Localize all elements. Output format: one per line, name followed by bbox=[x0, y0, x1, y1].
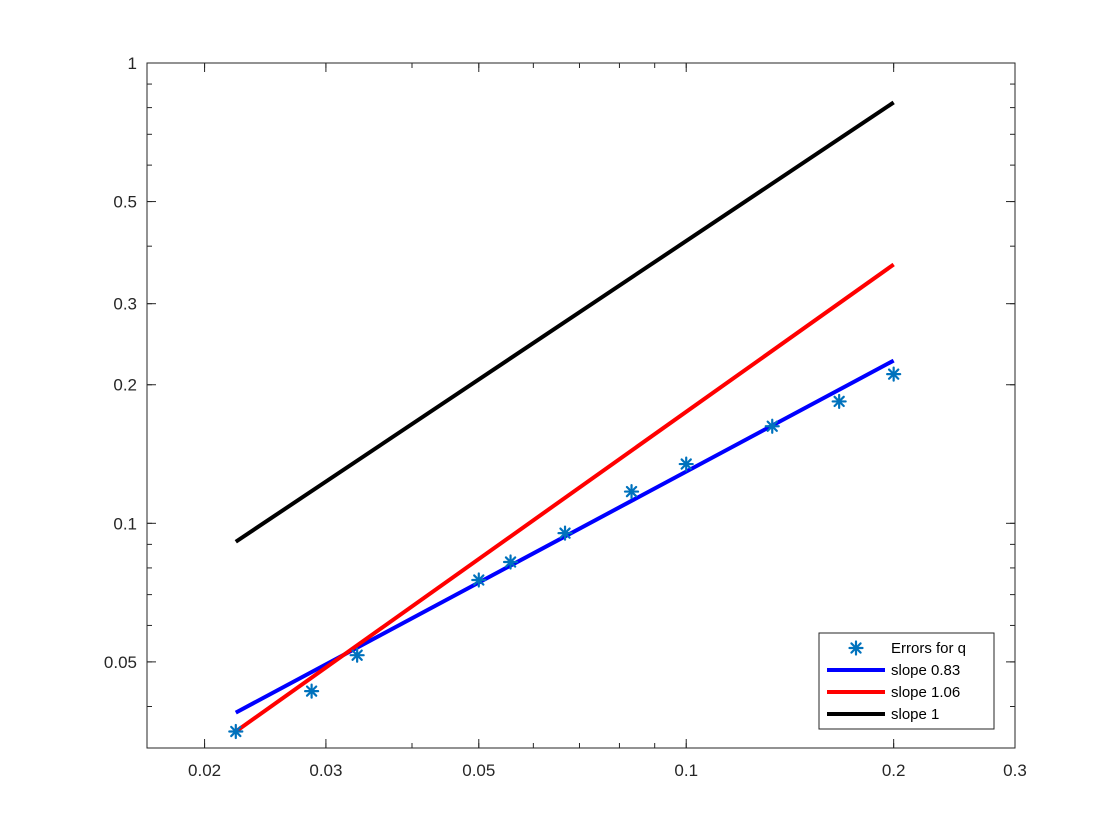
x-tick-label: 0.02 bbox=[188, 761, 221, 780]
data-point-stroke bbox=[887, 368, 900, 380]
data-point bbox=[349, 647, 365, 663]
data-point-stroke bbox=[833, 395, 845, 408]
x-tick-label: 0.1 bbox=[674, 761, 698, 780]
data-point-stroke bbox=[504, 556, 517, 568]
data-point bbox=[502, 554, 519, 570]
data-point bbox=[764, 418, 780, 434]
data-point-stroke bbox=[473, 574, 485, 586]
data-point-stroke bbox=[230, 725, 242, 738]
series-line-3 bbox=[234, 100, 895, 544]
y-tick-label: 0.5 bbox=[113, 193, 137, 212]
data-point-stroke bbox=[305, 685, 318, 697]
axis-ticks bbox=[147, 62, 1016, 748]
x-tick-label: 0.3 bbox=[1003, 761, 1027, 780]
legend-label-0: Errors for q bbox=[891, 640, 966, 657]
y-tick-label: 0.1 bbox=[113, 514, 137, 533]
data-point bbox=[557, 525, 573, 541]
data-point-stroke bbox=[625, 485, 638, 498]
plot-markers bbox=[228, 366, 902, 740]
y-tick-label: 0.3 bbox=[113, 295, 137, 314]
axis-tick-labels: 0.02 0.03 0.05 0.1 0.2 0.3 0.05 0.1 0.2 0.3 0.5 1 bbox=[104, 54, 1027, 780]
data-point bbox=[678, 456, 694, 472]
legend: Errors for q slope 0.83 slope 1.06 slope 1 bbox=[818, 632, 995, 730]
legend-swatch-0-stroke bbox=[850, 642, 862, 654]
legend-label-1: slope 0.83 bbox=[891, 662, 960, 679]
x-tick-label: 0.2 bbox=[882, 761, 906, 780]
data-point-stroke bbox=[559, 527, 571, 539]
data-point bbox=[831, 393, 847, 410]
x-tick-label: 0.05 bbox=[462, 761, 495, 780]
x-tick-label: 0.03 bbox=[309, 761, 342, 780]
y-tick-label: 1 bbox=[128, 54, 137, 73]
data-point bbox=[304, 683, 320, 699]
data-point bbox=[886, 366, 902, 382]
data-point bbox=[471, 572, 487, 588]
data-point-stroke bbox=[680, 458, 692, 470]
y-tick-label: 0.05 bbox=[104, 653, 137, 672]
data-point-stroke bbox=[351, 649, 363, 661]
series-line-2 bbox=[234, 262, 895, 734]
legend-swatch-0 bbox=[848, 640, 864, 656]
data-point bbox=[228, 723, 244, 740]
legend-label-3: slope 1 bbox=[891, 706, 939, 723]
y-tick-label: 0.2 bbox=[113, 376, 137, 395]
data-point bbox=[623, 483, 640, 500]
data-point-stroke bbox=[766, 420, 778, 432]
legend-label-2: slope 1.06 bbox=[891, 684, 960, 701]
